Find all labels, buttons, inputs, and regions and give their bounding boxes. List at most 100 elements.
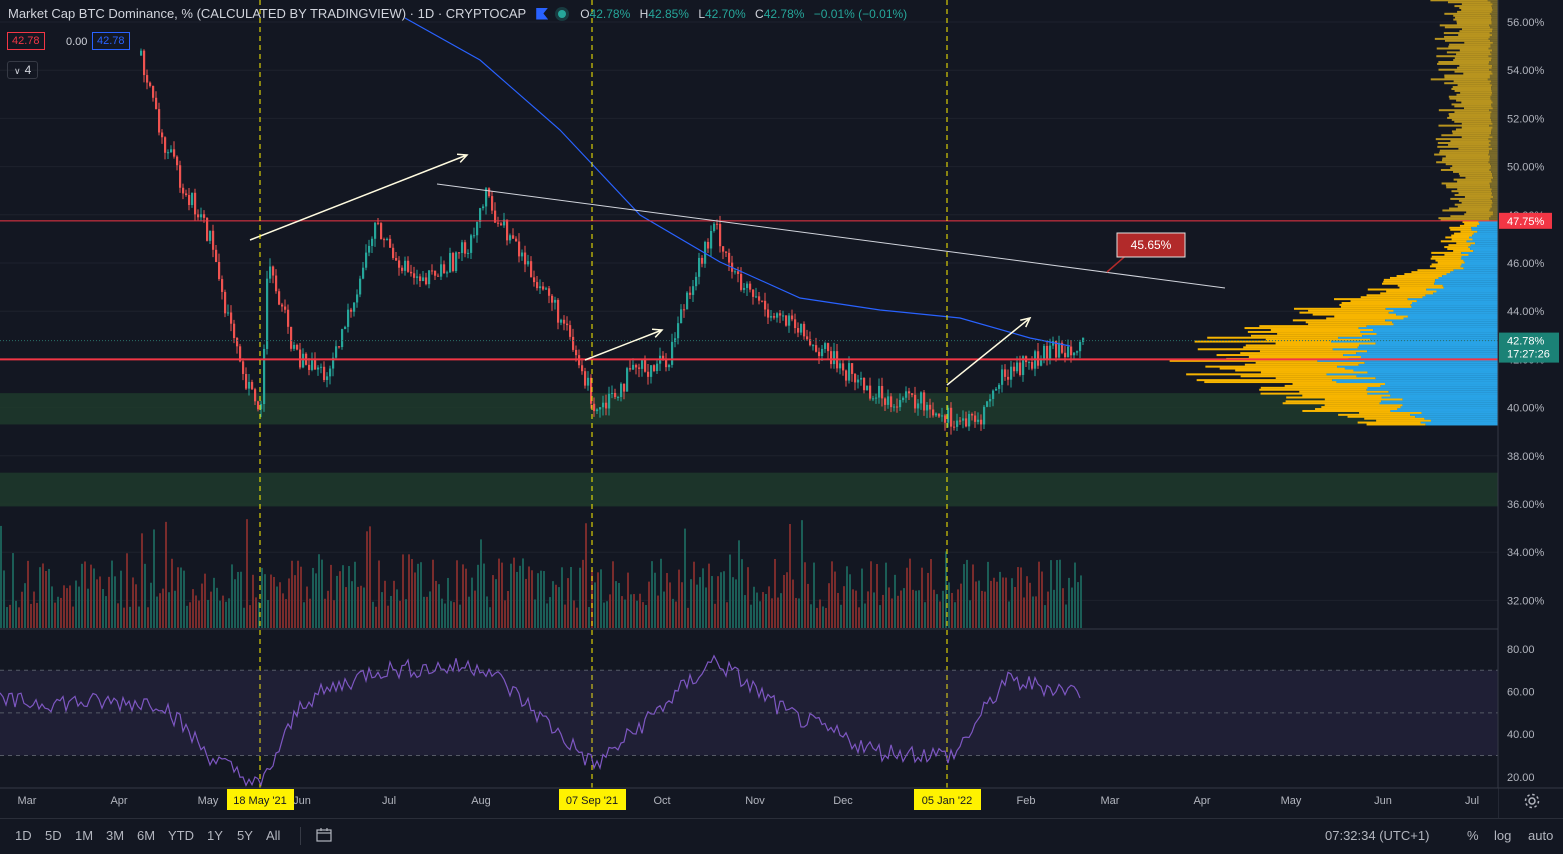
volume-profile-bar — [1396, 313, 1498, 316]
volume-bar — [834, 571, 836, 628]
range-5d-button[interactable]: 5D — [45, 828, 62, 843]
volume-profile-bar — [1379, 402, 1498, 405]
range-1m-button[interactable]: 1M — [75, 828, 94, 843]
candle-body — [188, 194, 191, 206]
settings-gear-icon[interactable] — [1523, 792, 1541, 810]
volume-profile-bar — [1488, 145, 1498, 148]
candle-body — [254, 389, 257, 402]
volume-profile-bar — [1250, 334, 1363, 337]
volume-profile-bar — [1458, 147, 1493, 150]
candle-body — [785, 315, 788, 326]
range-3m-button[interactable]: 3M — [106, 828, 125, 843]
volume-bar — [594, 582, 596, 628]
volume-profile-bar — [1402, 404, 1498, 407]
flag-icon[interactable] — [536, 7, 549, 20]
candle-body — [596, 409, 599, 412]
candle-body — [809, 339, 812, 346]
volume-bar — [561, 567, 563, 628]
range-1y-button[interactable]: 1Y — [207, 828, 223, 843]
volume-bar — [780, 593, 782, 628]
volume-bar — [1050, 560, 1052, 628]
auto-scale-button[interactable]: auto — [1528, 828, 1554, 843]
volume-profile-bar — [1285, 400, 1382, 403]
volume-profile-bar — [1492, 107, 1498, 110]
volume-profile-bar — [1489, 109, 1498, 112]
volume-profile-bar — [1441, 159, 1490, 162]
candle-body — [755, 296, 758, 298]
volume-profile-bar — [1376, 419, 1431, 422]
volume-bar — [462, 564, 464, 628]
volume-profile-bar — [1477, 224, 1498, 227]
candle-body — [434, 270, 437, 276]
volume-bar — [282, 593, 284, 628]
volume-profile-bar — [1216, 354, 1344, 357]
volume-bar — [207, 599, 209, 628]
volume-profile-bar — [1434, 153, 1489, 156]
candle-body — [722, 246, 725, 252]
volume-profile-bar — [1321, 406, 1401, 409]
volume-profile-bar — [1367, 392, 1498, 395]
candle-body — [290, 326, 293, 349]
clock-timezone[interactable]: 07:32:34 (UTC+1) — [1325, 828, 1430, 843]
volume-bar — [600, 569, 602, 628]
volume-profile-bar — [1435, 138, 1489, 141]
volume-bar — [924, 602, 926, 628]
volume-profile-bar — [1457, 84, 1492, 87]
candle-body — [1082, 337, 1085, 342]
volume-bar — [39, 567, 41, 628]
volume-profile-bar — [1445, 155, 1491, 158]
candle-body — [641, 358, 644, 369]
range-1d-button[interactable]: 1D — [15, 828, 32, 843]
candle-body — [1013, 366, 1016, 372]
volume-bar — [135, 584, 137, 628]
price-tick-label: 54.00% — [1507, 65, 1545, 77]
calendar-range-icon[interactable] — [316, 828, 332, 842]
indicators-toggle-button[interactable]: ∨ 4 — [7, 61, 39, 79]
volume-bar — [411, 559, 413, 628]
candle-body — [467, 252, 470, 254]
candle-body — [311, 360, 314, 370]
price-chart[interactable]: 45.65%56.00%54.00%52.00%50.00%48.00%46.0… — [0, 0, 1563, 818]
candle-body — [1010, 366, 1013, 380]
volume-profile-bar — [1196, 379, 1333, 382]
volume-profile-bar — [1332, 379, 1498, 382]
volume-profile-bar — [1448, 113, 1491, 116]
month-label: Mar — [18, 795, 37, 807]
range-6m-button[interactable]: 6M — [137, 828, 156, 843]
percent-scale-button[interactable]: % — [1467, 828, 1479, 843]
volume-profile-bar — [1332, 348, 1498, 351]
candle-body — [440, 264, 443, 277]
candle-body — [1028, 362, 1031, 364]
symbol-title[interactable]: Market Cap BTC Dominance, % (CALCULATED … — [8, 6, 527, 21]
range-all-button[interactable]: All — [266, 828, 281, 843]
log-scale-button[interactable]: log — [1494, 828, 1512, 843]
volume-profile-bar — [1459, 224, 1478, 227]
volume-bar — [939, 601, 941, 628]
volume-profile-bar — [1459, 64, 1493, 67]
volume-profile-bar — [1454, 194, 1492, 197]
range-ytd-button[interactable]: YTD — [168, 828, 194, 843]
range-5y-button[interactable]: 5Y — [237, 828, 253, 843]
candle-body — [644, 358, 647, 372]
candle-body — [818, 351, 821, 357]
volume-profile-bar — [1362, 334, 1498, 337]
candle-body — [251, 381, 254, 390]
volume-bar — [1068, 577, 1070, 628]
volume-bar — [744, 595, 746, 628]
volume-profile-bar — [1460, 91, 1493, 94]
volume-profile-bar — [1459, 49, 1493, 52]
volume-bar — [93, 568, 95, 628]
volume-bar — [12, 553, 14, 628]
volume-bar — [1014, 587, 1016, 628]
volume-bar — [714, 603, 716, 628]
volume-bar — [738, 540, 740, 628]
volume-profile-bar — [1207, 336, 1339, 339]
volume-profile-bar — [1438, 217, 1490, 220]
volume-profile-bar — [1275, 342, 1376, 345]
candle-body — [335, 346, 338, 358]
volume-bar — [981, 590, 983, 628]
volume-profile-bar — [1431, 263, 1462, 266]
volume-profile-bar — [1451, 118, 1492, 121]
volume-profile-bar — [1493, 176, 1498, 179]
candle-body — [419, 276, 422, 281]
